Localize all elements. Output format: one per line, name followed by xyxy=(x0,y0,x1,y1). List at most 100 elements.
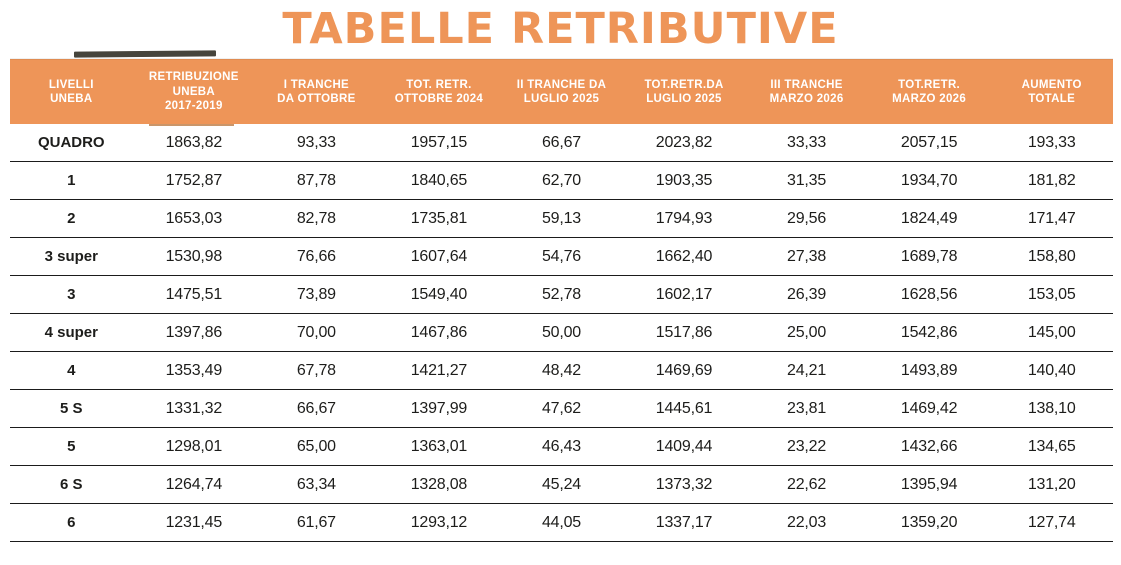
table-row-quadro: QUADRO 1863,82 93,33 1957,15 66,67 2023,… xyxy=(10,124,1113,162)
value-cell: 1549,40 xyxy=(377,275,501,314)
value-cell: 1293,12 xyxy=(377,503,501,542)
value-cell: 24,21 xyxy=(745,351,868,390)
header-cell-i-tranche: I TRANCHE DA OTTOBRE xyxy=(255,58,378,124)
value-cell: 23,22 xyxy=(745,427,868,466)
value-cell: 1397,86 xyxy=(132,313,256,352)
value-cell: 87,78 xyxy=(255,161,378,200)
table-row-3: 3 1475,51 73,89 1549,40 52,78 1602,17 26… xyxy=(10,275,1113,314)
value-cell: 2057,15 xyxy=(867,124,991,162)
value-cell: 1298,01 xyxy=(132,427,256,466)
value-cell: 134,65 xyxy=(990,427,1113,466)
value-cell: 1469,42 xyxy=(867,389,991,428)
header-cell-livelli: LIVELLI UNEBA xyxy=(10,58,133,124)
value-cell: 1264,74 xyxy=(132,465,256,504)
value-cell: 27,38 xyxy=(745,237,868,276)
value-cell: 138,10 xyxy=(990,389,1113,428)
value-cell: 127,74 xyxy=(990,503,1113,542)
value-cell: 1337,17 xyxy=(622,503,746,542)
value-cell: 93,33 xyxy=(255,124,378,162)
table-header-row: LIVELLI UNEBA RETRIBUZIONE UNEBA 2017-20… xyxy=(10,58,1113,124)
value-cell: 181,82 xyxy=(990,161,1113,200)
value-cell: 1752,87 xyxy=(132,161,256,200)
value-cell: 1662,40 xyxy=(622,237,746,276)
table-row-6: 6 1231,45 61,67 1293,12 44,05 1337,17 22… xyxy=(10,503,1113,542)
value-cell: 1353,49 xyxy=(132,351,256,390)
value-cell: 46,43 xyxy=(500,427,623,466)
value-cell: 82,78 xyxy=(255,199,378,238)
value-cell: 1359,20 xyxy=(867,503,991,542)
value-cell: 73,89 xyxy=(255,275,378,314)
value-cell: 1395,94 xyxy=(867,465,991,504)
value-cell: 63,34 xyxy=(255,465,378,504)
value-cell: 1493,89 xyxy=(867,351,991,390)
value-cell: 26,39 xyxy=(745,275,868,314)
value-cell: 54,76 xyxy=(500,237,623,276)
level-cell: 2 xyxy=(10,199,133,238)
header-cell-tot-ottobre-2024: TOT. RETR. OTTOBRE 2024 xyxy=(377,58,501,124)
value-cell: 1957,15 xyxy=(377,124,501,162)
value-cell: 1824,49 xyxy=(867,199,991,238)
value-cell: 1863,82 xyxy=(132,124,256,162)
value-cell: 1373,32 xyxy=(622,465,746,504)
value-cell: 66,67 xyxy=(500,124,623,162)
value-cell: 59,13 xyxy=(500,199,623,238)
value-cell: 140,40 xyxy=(990,351,1113,390)
value-cell: 1517,86 xyxy=(622,313,746,352)
value-cell: 48,42 xyxy=(500,351,623,390)
value-cell: 67,78 xyxy=(255,351,378,390)
table-row-6s: 6 S 1264,74 63,34 1328,08 45,24 1373,32 … xyxy=(10,465,1113,504)
value-cell: 1840,65 xyxy=(377,161,501,200)
value-cell: 1231,45 xyxy=(132,503,256,542)
value-cell: 1409,44 xyxy=(622,427,746,466)
level-cell: 3 super xyxy=(10,237,133,276)
value-cell: 145,00 xyxy=(990,313,1113,352)
value-cell: 61,67 xyxy=(255,503,378,542)
value-cell: 1328,08 xyxy=(377,465,501,504)
page-title: TABELLE RETRIBUTIVE xyxy=(282,4,839,54)
value-cell: 25,00 xyxy=(745,313,868,352)
value-cell: 1689,78 xyxy=(867,237,991,276)
value-cell: 33,33 xyxy=(745,124,868,162)
value-cell: 1363,01 xyxy=(377,427,501,466)
value-cell: 1735,81 xyxy=(377,199,501,238)
value-cell: 1607,64 xyxy=(377,237,501,276)
value-cell: 2023,82 xyxy=(622,124,746,162)
value-cell: 1445,61 xyxy=(622,389,746,428)
table-header: LIVELLI UNEBA RETRIBUZIONE UNEBA 2017-20… xyxy=(10,58,1113,124)
value-cell: 47,62 xyxy=(500,389,623,428)
value-cell: 45,24 xyxy=(500,465,623,504)
scan-artifact xyxy=(73,50,217,58)
value-cell: 1397,99 xyxy=(377,389,501,428)
value-cell: 1530,98 xyxy=(132,237,256,276)
table-row-3super: 3 super 1530,98 76,66 1607,64 54,76 1662… xyxy=(10,237,1113,276)
header-cell-tot-marzo-2026: TOT.RETR. MARZO 2026 xyxy=(867,58,991,124)
value-cell: 66,67 xyxy=(255,389,378,428)
value-cell: 1794,93 xyxy=(622,199,746,238)
level-cell: 6 S xyxy=(10,465,133,504)
value-cell: 1331,32 xyxy=(132,389,256,428)
value-cell: 76,66 xyxy=(255,237,378,276)
value-cell: 50,00 xyxy=(500,313,623,352)
level-cell: 4 super xyxy=(10,313,133,352)
value-cell: 29,56 xyxy=(745,199,868,238)
header-cell-ii-tranche: II TRANCHE DA LUGLIO 2025 xyxy=(500,58,623,124)
header-cell-tot-luglio-2025: TOT.RETR.DA LUGLIO 2025 xyxy=(622,58,746,124)
value-cell: 1653,03 xyxy=(132,199,256,238)
value-cell: 171,47 xyxy=(990,199,1113,238)
value-cell: 1475,51 xyxy=(132,275,256,314)
value-cell: 23,81 xyxy=(745,389,868,428)
salary-table: LIVELLI UNEBA RETRIBUZIONE UNEBA 2017-20… xyxy=(10,58,1113,542)
value-cell: 153,05 xyxy=(990,275,1113,314)
level-cell: 5 S xyxy=(10,389,133,428)
table-body: QUADRO 1863,82 93,33 1957,15 66,67 2023,… xyxy=(10,124,1113,542)
value-cell: 1467,86 xyxy=(377,313,501,352)
value-cell: 52,78 xyxy=(500,275,623,314)
value-cell: 1602,17 xyxy=(622,275,746,314)
level-cell: 5 xyxy=(10,427,133,466)
value-cell: 1934,70 xyxy=(867,161,991,200)
value-cell: 1542,86 xyxy=(867,313,991,352)
level-cell: 3 xyxy=(10,275,133,314)
level-cell: QUADRO xyxy=(10,124,133,162)
value-cell: 1903,35 xyxy=(622,161,746,200)
value-cell: 65,00 xyxy=(255,427,378,466)
